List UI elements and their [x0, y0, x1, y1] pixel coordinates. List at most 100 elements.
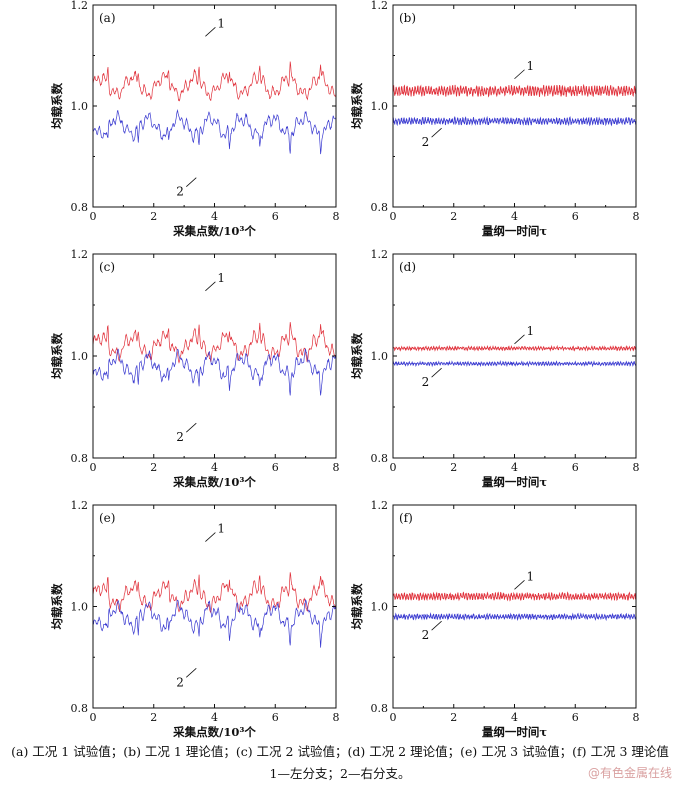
- leader-line-1: [514, 69, 525, 80]
- plot-frame: [392, 253, 637, 459]
- y-tick-label: 0.8: [71, 702, 89, 715]
- x-tick-label: 4: [511, 711, 518, 724]
- x-tick-label: 0: [390, 461, 397, 474]
- y-tick-label: 0.8: [71, 452, 89, 465]
- plot-frame: [92, 504, 337, 709]
- leader-line-1: [205, 27, 216, 37]
- series-label-1: 1: [527, 324, 535, 338]
- leader-line-1: [514, 579, 525, 590]
- series-label-2: 2: [422, 628, 430, 642]
- x-tick-label: 2: [450, 461, 457, 474]
- leader-line-2: [431, 367, 442, 378]
- leader-line-1: [514, 334, 525, 345]
- chart-panel-2: 0 2 4 6 8 0.8 1.0 1.2 采集点数/10³个 均载系数 (c) 1 2: [50, 248, 340, 489]
- x-tick-label: 2: [150, 210, 157, 223]
- x-tick-label: 8: [633, 711, 640, 724]
- y-tick-label: 1.2: [371, 0, 389, 12]
- x-axis-label: 量纲一时间τ: [482, 224, 547, 238]
- y-axis-label: 均载系数: [50, 583, 64, 629]
- panel-tag: (d): [399, 260, 416, 274]
- panel-tag: (b): [399, 11, 416, 25]
- series-line-2: [392, 115, 637, 127]
- x-tick-label: 0: [90, 711, 97, 724]
- x-axis-label: 采集点数/10³个: [172, 224, 256, 238]
- x-tick-label: 8: [333, 461, 340, 474]
- x-axis-label: 采集点数/10³个: [172, 475, 256, 489]
- y-tick-label: 1.2: [371, 499, 389, 512]
- series-label-1: 1: [217, 16, 225, 30]
- panel-tag: (e): [99, 511, 115, 525]
- series-line-2: [92, 109, 337, 155]
- series-line-1: [92, 322, 337, 364]
- y-tick-label: 1.0: [71, 601, 89, 614]
- x-tick-label: 8: [333, 210, 340, 223]
- x-tick-label: 8: [633, 461, 640, 474]
- y-axis-label: 均载系数: [350, 333, 364, 379]
- series-label-1: 1: [217, 522, 225, 536]
- y-tick-label: 0.8: [371, 702, 389, 715]
- leader-line-2: [186, 422, 197, 433]
- x-tick-label: 6: [272, 711, 279, 724]
- leader-line-1: [205, 281, 216, 292]
- panel-tag: (a): [99, 11, 116, 25]
- x-tick-label: 6: [272, 461, 279, 474]
- x-tick-label: 2: [150, 711, 157, 724]
- x-tick-label: 0: [90, 210, 97, 223]
- x-tick-label: 4: [511, 461, 518, 474]
- y-tick-label: 0.8: [371, 452, 389, 465]
- x-tick-label: 4: [211, 210, 218, 223]
- y-tick-label: 1.2: [371, 248, 389, 261]
- x-tick-label: 4: [211, 711, 218, 724]
- y-axis-label: 均载系数: [50, 83, 64, 129]
- x-tick-label: 6: [572, 711, 579, 724]
- x-tick-label: 2: [150, 461, 157, 474]
- series-label-1: 1: [217, 271, 225, 285]
- y-tick-label: 0.8: [71, 201, 89, 214]
- y-tick-label: 1.0: [71, 100, 89, 113]
- plot-frame: [92, 4, 337, 208]
- series-label-2: 2: [176, 675, 184, 689]
- panel-tag: (c): [99, 260, 115, 274]
- x-tick-label: 4: [511, 210, 518, 223]
- x-tick-label: 0: [390, 711, 397, 724]
- series-line-2: [92, 598, 337, 648]
- series-line-1: [92, 572, 337, 614]
- y-axis-label: 均载系数: [350, 583, 364, 629]
- series-line-1: [92, 61, 337, 102]
- x-tick-label: 8: [633, 210, 640, 223]
- plot-frame: [392, 504, 637, 709]
- caption-panels: (a) 工况 1 试验值；(b) 工况 1 理论值；(c) 工况 2 试验值；(…: [11, 744, 669, 759]
- chart-panel-0: 0 2 4 6 8 0.8 1.0 1.2 采集点数/10³个 均载系数 (a) 1 2: [50, 0, 340, 238]
- x-axis-label: 量纲一时间τ: [482, 475, 547, 489]
- x-tick-label: 0: [390, 210, 397, 223]
- series-label-1: 1: [527, 569, 535, 583]
- x-tick-label: 2: [450, 711, 457, 724]
- series-label-1: 1: [527, 59, 535, 73]
- series-line-2: [392, 359, 637, 368]
- x-tick-label: 6: [572, 461, 579, 474]
- x-tick-label: 0: [90, 461, 97, 474]
- x-tick-label: 6: [572, 210, 579, 223]
- series-line-1: [392, 344, 637, 352]
- leader-line-2: [186, 177, 197, 187]
- y-tick-label: 1.2: [71, 248, 89, 261]
- series-line-1: [392, 591, 637, 602]
- x-axis-label: 量纲一时间τ: [482, 725, 547, 739]
- chart-panel-1: 0 2 4 6 8 0.8 1.0 1.2 量纲一时间τ 均载系数 (b) 1 2: [350, 0, 640, 238]
- y-tick-label: 0.8: [371, 201, 389, 214]
- chart-panel-4: 0 2 4 6 8 0.8 1.0 1.2 采集点数/10³个 均载系数 (e) 1 2: [50, 499, 340, 739]
- y-tick-label: 1.2: [71, 499, 89, 512]
- x-tick-label: 6: [272, 210, 279, 223]
- leader-line-1: [205, 532, 216, 542]
- series-label-2: 2: [422, 375, 430, 389]
- series-line-2: [392, 612, 637, 622]
- series-line-2: [92, 347, 337, 396]
- x-axis-label: 采集点数/10³个: [172, 725, 256, 739]
- y-tick-label: 1.0: [371, 100, 389, 113]
- plot-frame: [392, 4, 637, 208]
- chart-panel-3: 0 2 4 6 8 0.8 1.0 1.2 量纲一时间τ 均载系数 (d) 1 2: [350, 248, 640, 489]
- x-tick-label: 4: [211, 461, 218, 474]
- panel-tag: (f): [399, 511, 413, 525]
- plot-frame: [92, 253, 337, 459]
- y-axis-label: 均载系数: [50, 333, 64, 379]
